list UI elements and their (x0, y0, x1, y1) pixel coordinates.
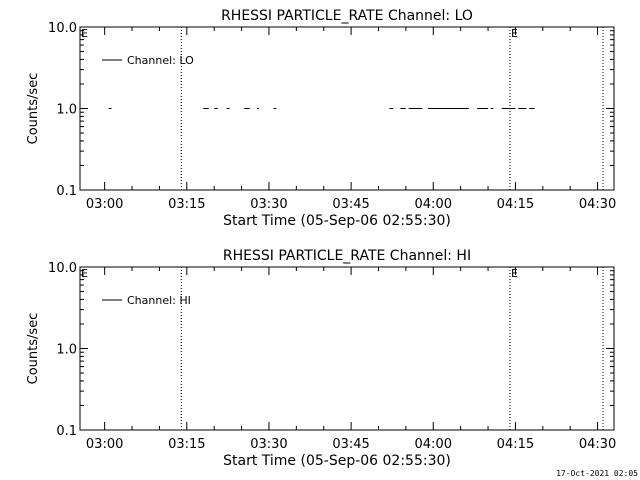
x-tick-label: 04:30 (579, 437, 616, 452)
x-tick-label: 03:30 (250, 437, 287, 452)
y-tick-label: 10.0 (48, 261, 77, 276)
x-tick-label: 04:15 (497, 197, 534, 212)
x-tick-label: 04:30 (579, 197, 616, 212)
y-tick-label: 0.1 (56, 424, 77, 439)
plot-frame (79, 266, 615, 431)
event-marker-label: E (511, 267, 518, 280)
chart-panel: RHESSI PARTICLE_RATE Channel: LO 10.0 1.0 0… (26, 8, 616, 229)
x-tick-label: 04:15 (497, 437, 534, 452)
x-axis-label: Start Time (05-Sep-06 02:55:30) (223, 213, 451, 229)
footer-timestamp: 17-Oct-2021 02:05 (556, 469, 638, 478)
y-axis-label: Counts/sec (26, 73, 41, 145)
y-tick-label: 1.0 (56, 103, 77, 118)
x-tick-label: 03:00 (86, 437, 123, 452)
event-marker-label: E (511, 27, 518, 40)
x-tick-label: 04:00 (415, 197, 452, 212)
legend-label: Channel: HI (127, 294, 191, 307)
y-tick-label: 0.1 (56, 184, 77, 199)
x-tick-label: 03:00 (86, 197, 123, 212)
chart-title: RHESSI PARTICLE_RATE Channel: LO (221, 8, 473, 24)
x-tick-label: 03:15 (168, 197, 205, 212)
chart-panel: RHESSI PARTICLE_RATE Channel: HI 10.0 1.0 0… (26, 248, 616, 469)
x-tick-label: 03:30 (250, 197, 287, 212)
x-tick-label: 03:15 (168, 437, 205, 452)
corner-label: E (81, 267, 88, 280)
y-axis-label: Counts/sec (26, 313, 41, 385)
chart-title: RHESSI PARTICLE_RATE Channel: HI (223, 248, 471, 264)
x-tick-label: 03:45 (332, 437, 369, 452)
x-tick-label: 04:00 (415, 437, 452, 452)
y-tick-label: 10.0 (48, 21, 77, 36)
x-axis-label: Start Time (05-Sep-06 02:55:30) (223, 453, 451, 469)
corner-label: E (81, 27, 88, 40)
x-tick-label: 03:45 (332, 197, 369, 212)
legend-label: Channel: LO (127, 54, 194, 67)
y-tick-label: 1.0 (56, 343, 77, 358)
